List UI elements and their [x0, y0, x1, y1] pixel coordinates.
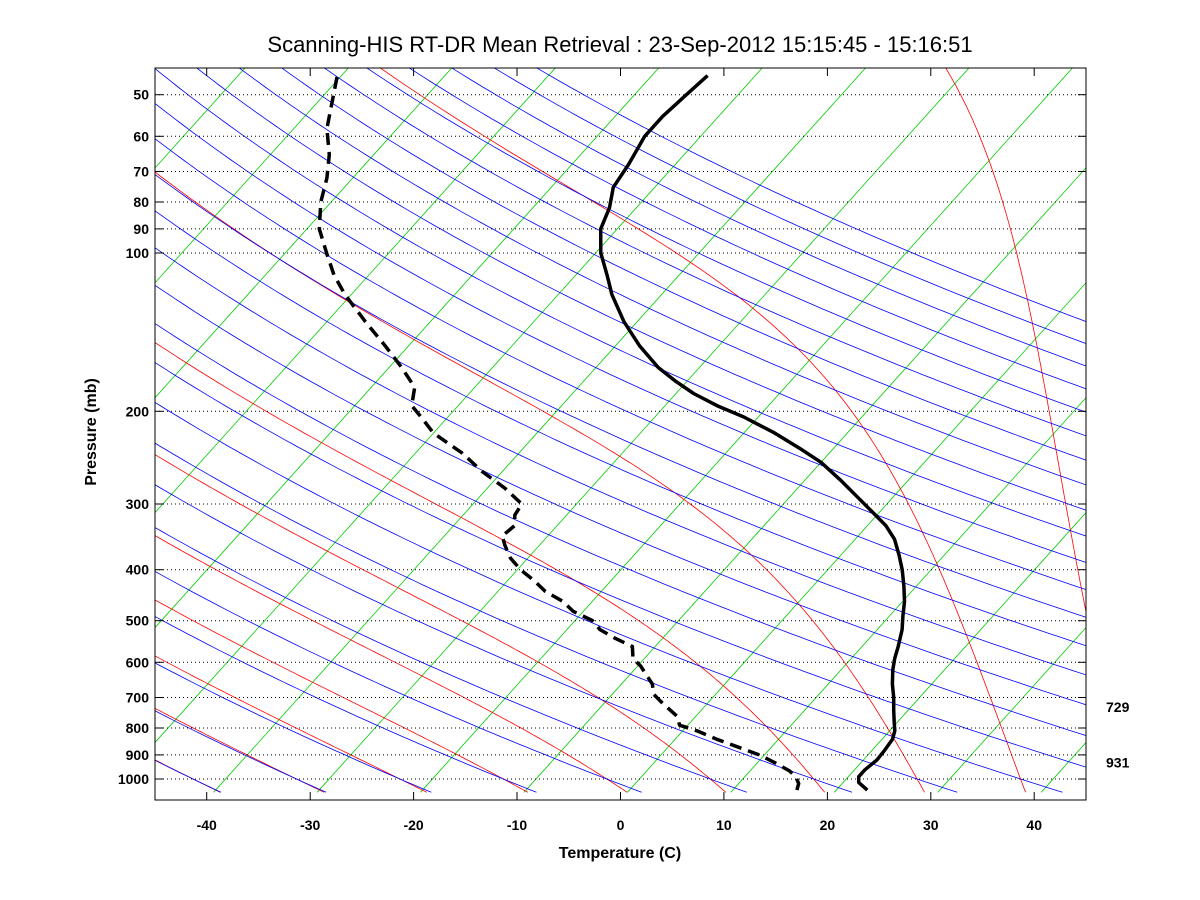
x-axis-label: Temperature (C) [559, 845, 681, 862]
dry-adiabat-line [536, 68, 1086, 323]
isotherm-line [834, 512, 1086, 793]
isotherm-line [937, 626, 1086, 793]
y-axis-ticks [155, 94, 1086, 780]
y-tick-label: 800 [126, 720, 150, 736]
moist-adiabat-line [945, 68, 1086, 614]
dry-adiabat-line [408, 68, 1086, 390]
x-axis-tick-labels: -40 -30 -20 -10 0 10 20 30 40 [197, 817, 1043, 833]
dry-adiabat-line [366, 68, 1086, 413]
x-tick-label: -40 [197, 817, 217, 833]
moist-adiabat-line [155, 342, 826, 793]
isotherm-line [155, 68, 453, 399]
y-axis-tick-labels: 50 60 70 80 90 100 200 300 400 500 600 700 800 900 100… [118, 87, 149, 787]
y-tick-label: 600 [126, 654, 150, 670]
x-tick-label: -10 [507, 817, 527, 833]
moist-adiabat-lines [155, 68, 1086, 793]
isotherm-line [155, 68, 349, 284]
y-tick-label: 90 [133, 221, 149, 237]
dry-adiabat-line [281, 68, 1086, 461]
dry-adiabat-line [155, 362, 1086, 768]
isotherm-line [420, 68, 1073, 793]
dry-adiabat-line [155, 616, 537, 793]
y-tick-label: 300 [126, 496, 150, 512]
isotherm-lines [155, 68, 1086, 793]
dewpoint-profile-line [317, 75, 801, 791]
x-axis-ticks [206, 68, 1035, 800]
isotherm-line [213, 68, 867, 793]
y-tick-label: 80 [133, 194, 149, 210]
dry-adiabat-line [155, 484, 853, 793]
isotherm-line [155, 68, 660, 629]
dry-adiabat-line [155, 210, 1086, 647]
isotherm-line [730, 397, 1086, 793]
dry-adiabat-line [155, 662, 432, 793]
moist-adiabat-line [155, 599, 528, 793]
right-annotation-label: 729 [1106, 699, 1130, 715]
isotherm-line [627, 282, 1086, 793]
dry-adiabat-line [155, 442, 958, 793]
dry-adiabat-line [493, 68, 1086, 344]
data-series [317, 74, 907, 792]
x-tick-label: 40 [1026, 817, 1042, 833]
x-tick-label: -30 [300, 817, 320, 833]
isotherm-line [316, 68, 970, 793]
moist-adiabat-line [379, 68, 1026, 793]
dry-adiabat-line [155, 401, 1063, 793]
x-tick-label: -20 [403, 817, 423, 833]
dry-adiabat-line [155, 102, 1086, 563]
isotherm-line [523, 167, 1086, 793]
y-tick-label: 900 [126, 747, 150, 763]
y-tick-label: 500 [126, 613, 150, 629]
dry-adiabat-line [238, 68, 1086, 486]
y-tick-label: 60 [133, 128, 149, 144]
moist-adiabat-line [155, 535, 628, 793]
dry-adiabat-line [155, 323, 1086, 736]
isotherm-line [155, 68, 556, 514]
dry-adiabat-line [155, 284, 1086, 706]
chart-title: Scanning-HIS RT-DR Mean Retrieval : 23-S… [267, 32, 972, 57]
y-tick-label: 1000 [118, 771, 149, 787]
temperature-profile-line [598, 74, 907, 792]
right-annotations: 729 931 [1106, 699, 1130, 771]
x-tick-label: 20 [820, 817, 836, 833]
right-annotation-label: 931 [1106, 755, 1130, 771]
dry-adiabat-lines [155, 68, 1086, 793]
y-tick-label: 50 [133, 87, 149, 103]
background-lines [155, 68, 1086, 793]
dry-adiabat-line [155, 138, 1086, 591]
moist-adiabat-line [155, 707, 325, 793]
dry-adiabat-line [323, 68, 1086, 437]
dry-adiabat-line [155, 527, 748, 793]
dry-adiabat-line [155, 174, 1086, 618]
dry-adiabat-line [155, 247, 1086, 676]
moist-adiabat-line [155, 171, 925, 793]
y-tick-label: 400 [126, 562, 150, 578]
y-tick-label: 100 [126, 245, 150, 261]
y-tick-label: 70 [133, 164, 149, 180]
y-tick-label: 200 [126, 403, 150, 419]
x-tick-label: 30 [923, 817, 939, 833]
isotherm-line [155, 68, 763, 744]
x-tick-label: 0 [617, 817, 625, 833]
x-tick-label: 10 [716, 817, 732, 833]
y-axis-label: Pressure (mb) [83, 378, 100, 486]
y-tick-label: 700 [126, 690, 150, 706]
moist-adiabat-line [155, 655, 427, 793]
dry-adiabat-line [196, 68, 1086, 511]
dry-adiabat-line [155, 68, 1086, 537]
dry-adiabat-line [155, 570, 642, 793]
